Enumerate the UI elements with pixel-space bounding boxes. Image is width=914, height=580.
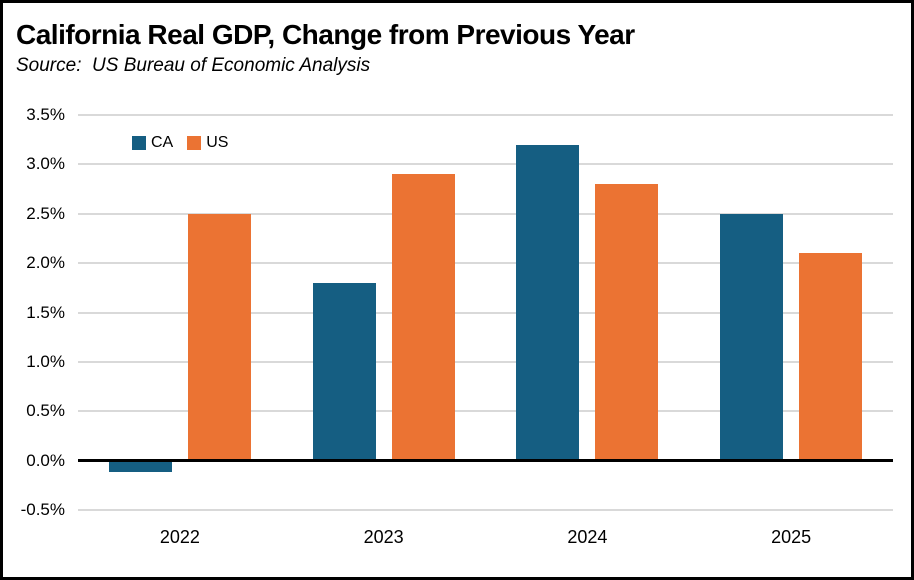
chart-source: Source: US Bureau of Economic Analysis <box>16 55 371 76</box>
gridline <box>78 262 893 265</box>
x-axis-tick-label: 2025 <box>771 527 812 547</box>
gridline <box>78 360 893 363</box>
gridline <box>78 163 893 166</box>
gridline <box>78 410 893 413</box>
gridline <box>78 311 893 314</box>
y-axis-tick-label: 0.5% <box>26 401 65 421</box>
legend-item-ca: CA <box>132 135 173 151</box>
bar-us-2022 <box>187 213 251 461</box>
legend-swatch-ca <box>132 136 146 150</box>
y-axis-tick-label: 2.0% <box>26 253 65 273</box>
bar-ca-2025 <box>720 213 784 461</box>
bar-us-2025 <box>799 253 863 461</box>
legend: CA US <box>132 135 228 151</box>
y-axis-tick-label: 3.5% <box>26 105 65 124</box>
legend-swatch-us <box>187 136 202 150</box>
y-axis-tick-label: 1.0% <box>26 351 65 371</box>
gridline <box>78 114 893 116</box>
y-axis-tick-label: 3.0% <box>26 154 65 174</box>
x-axis-tick-label: 2024 <box>567 527 608 547</box>
x-axis-tick-label: 2023 <box>363 527 404 547</box>
bar-ca-2023 <box>312 282 376 461</box>
bar-ca-2024 <box>516 144 580 461</box>
chart-title: California Real GDP, Change from Previou… <box>16 19 635 50</box>
bar-us-2023 <box>391 174 455 461</box>
bar-us-2024 <box>595 184 659 461</box>
y-axis-tick-label: -0.5% <box>20 500 65 519</box>
plot-area: 3.5% 3.0% 2.5% 2.0% 1.5% 1.0% 0.5% 0.0% -0.5% 202… <box>3 3 911 577</box>
x-axis-tick-label: 2022 <box>159 527 200 547</box>
legend-item-us: US <box>187 135 228 151</box>
gridline <box>78 212 893 215</box>
bar-ca-2022 <box>108 462 172 472</box>
legend-label: US <box>206 134 229 151</box>
y-axis-tick-label: 1.5% <box>26 302 65 322</box>
zero-axis-line <box>78 459 893 463</box>
y-axis-tick-label: 2.5% <box>26 203 65 223</box>
y-axis-tick-label: 0.0% <box>26 450 65 470</box>
gridline <box>78 509 893 511</box>
legend-label: CA <box>151 134 174 151</box>
